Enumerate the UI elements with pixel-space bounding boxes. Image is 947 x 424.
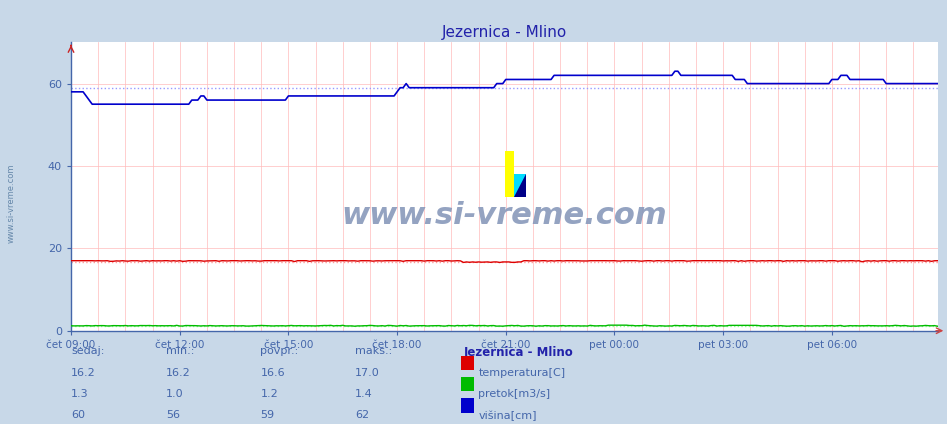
Text: 1.3: 1.3 <box>71 389 89 399</box>
Text: 16.2: 16.2 <box>166 368 190 378</box>
Text: 17.0: 17.0 <box>355 368 380 378</box>
Text: 16.6: 16.6 <box>260 368 285 378</box>
Text: 16.2: 16.2 <box>71 368 96 378</box>
Text: maks.:: maks.: <box>355 346 392 356</box>
Text: povpr.:: povpr.: <box>260 346 298 356</box>
Text: min.:: min.: <box>166 346 194 356</box>
Text: 1.2: 1.2 <box>260 389 278 399</box>
Text: 62: 62 <box>355 410 369 421</box>
Title: Jezernica - Mlino: Jezernica - Mlino <box>441 25 567 40</box>
Text: 1.4: 1.4 <box>355 389 373 399</box>
Text: pretok[m3/s]: pretok[m3/s] <box>478 389 550 399</box>
Text: 56: 56 <box>166 410 180 421</box>
Text: temperatura[C]: temperatura[C] <box>478 368 565 378</box>
Text: sedaj:: sedaj: <box>71 346 104 356</box>
Text: www.si-vreme.com: www.si-vreme.com <box>7 164 16 243</box>
Text: Jezernica - Mlino: Jezernica - Mlino <box>464 346 574 359</box>
Text: 60: 60 <box>71 410 85 421</box>
Text: 1.0: 1.0 <box>166 389 184 399</box>
Text: 59: 59 <box>260 410 275 421</box>
Text: višina[cm]: višina[cm] <box>478 410 537 421</box>
Text: www.si-vreme.com: www.si-vreme.com <box>342 201 667 230</box>
